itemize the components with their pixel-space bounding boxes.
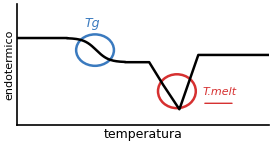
Y-axis label: endotermico: endotermico xyxy=(4,29,14,100)
Text: T.melt: T.melt xyxy=(202,87,236,97)
Text: Tg: Tg xyxy=(85,17,100,30)
X-axis label: temperatura: temperatura xyxy=(103,128,182,141)
